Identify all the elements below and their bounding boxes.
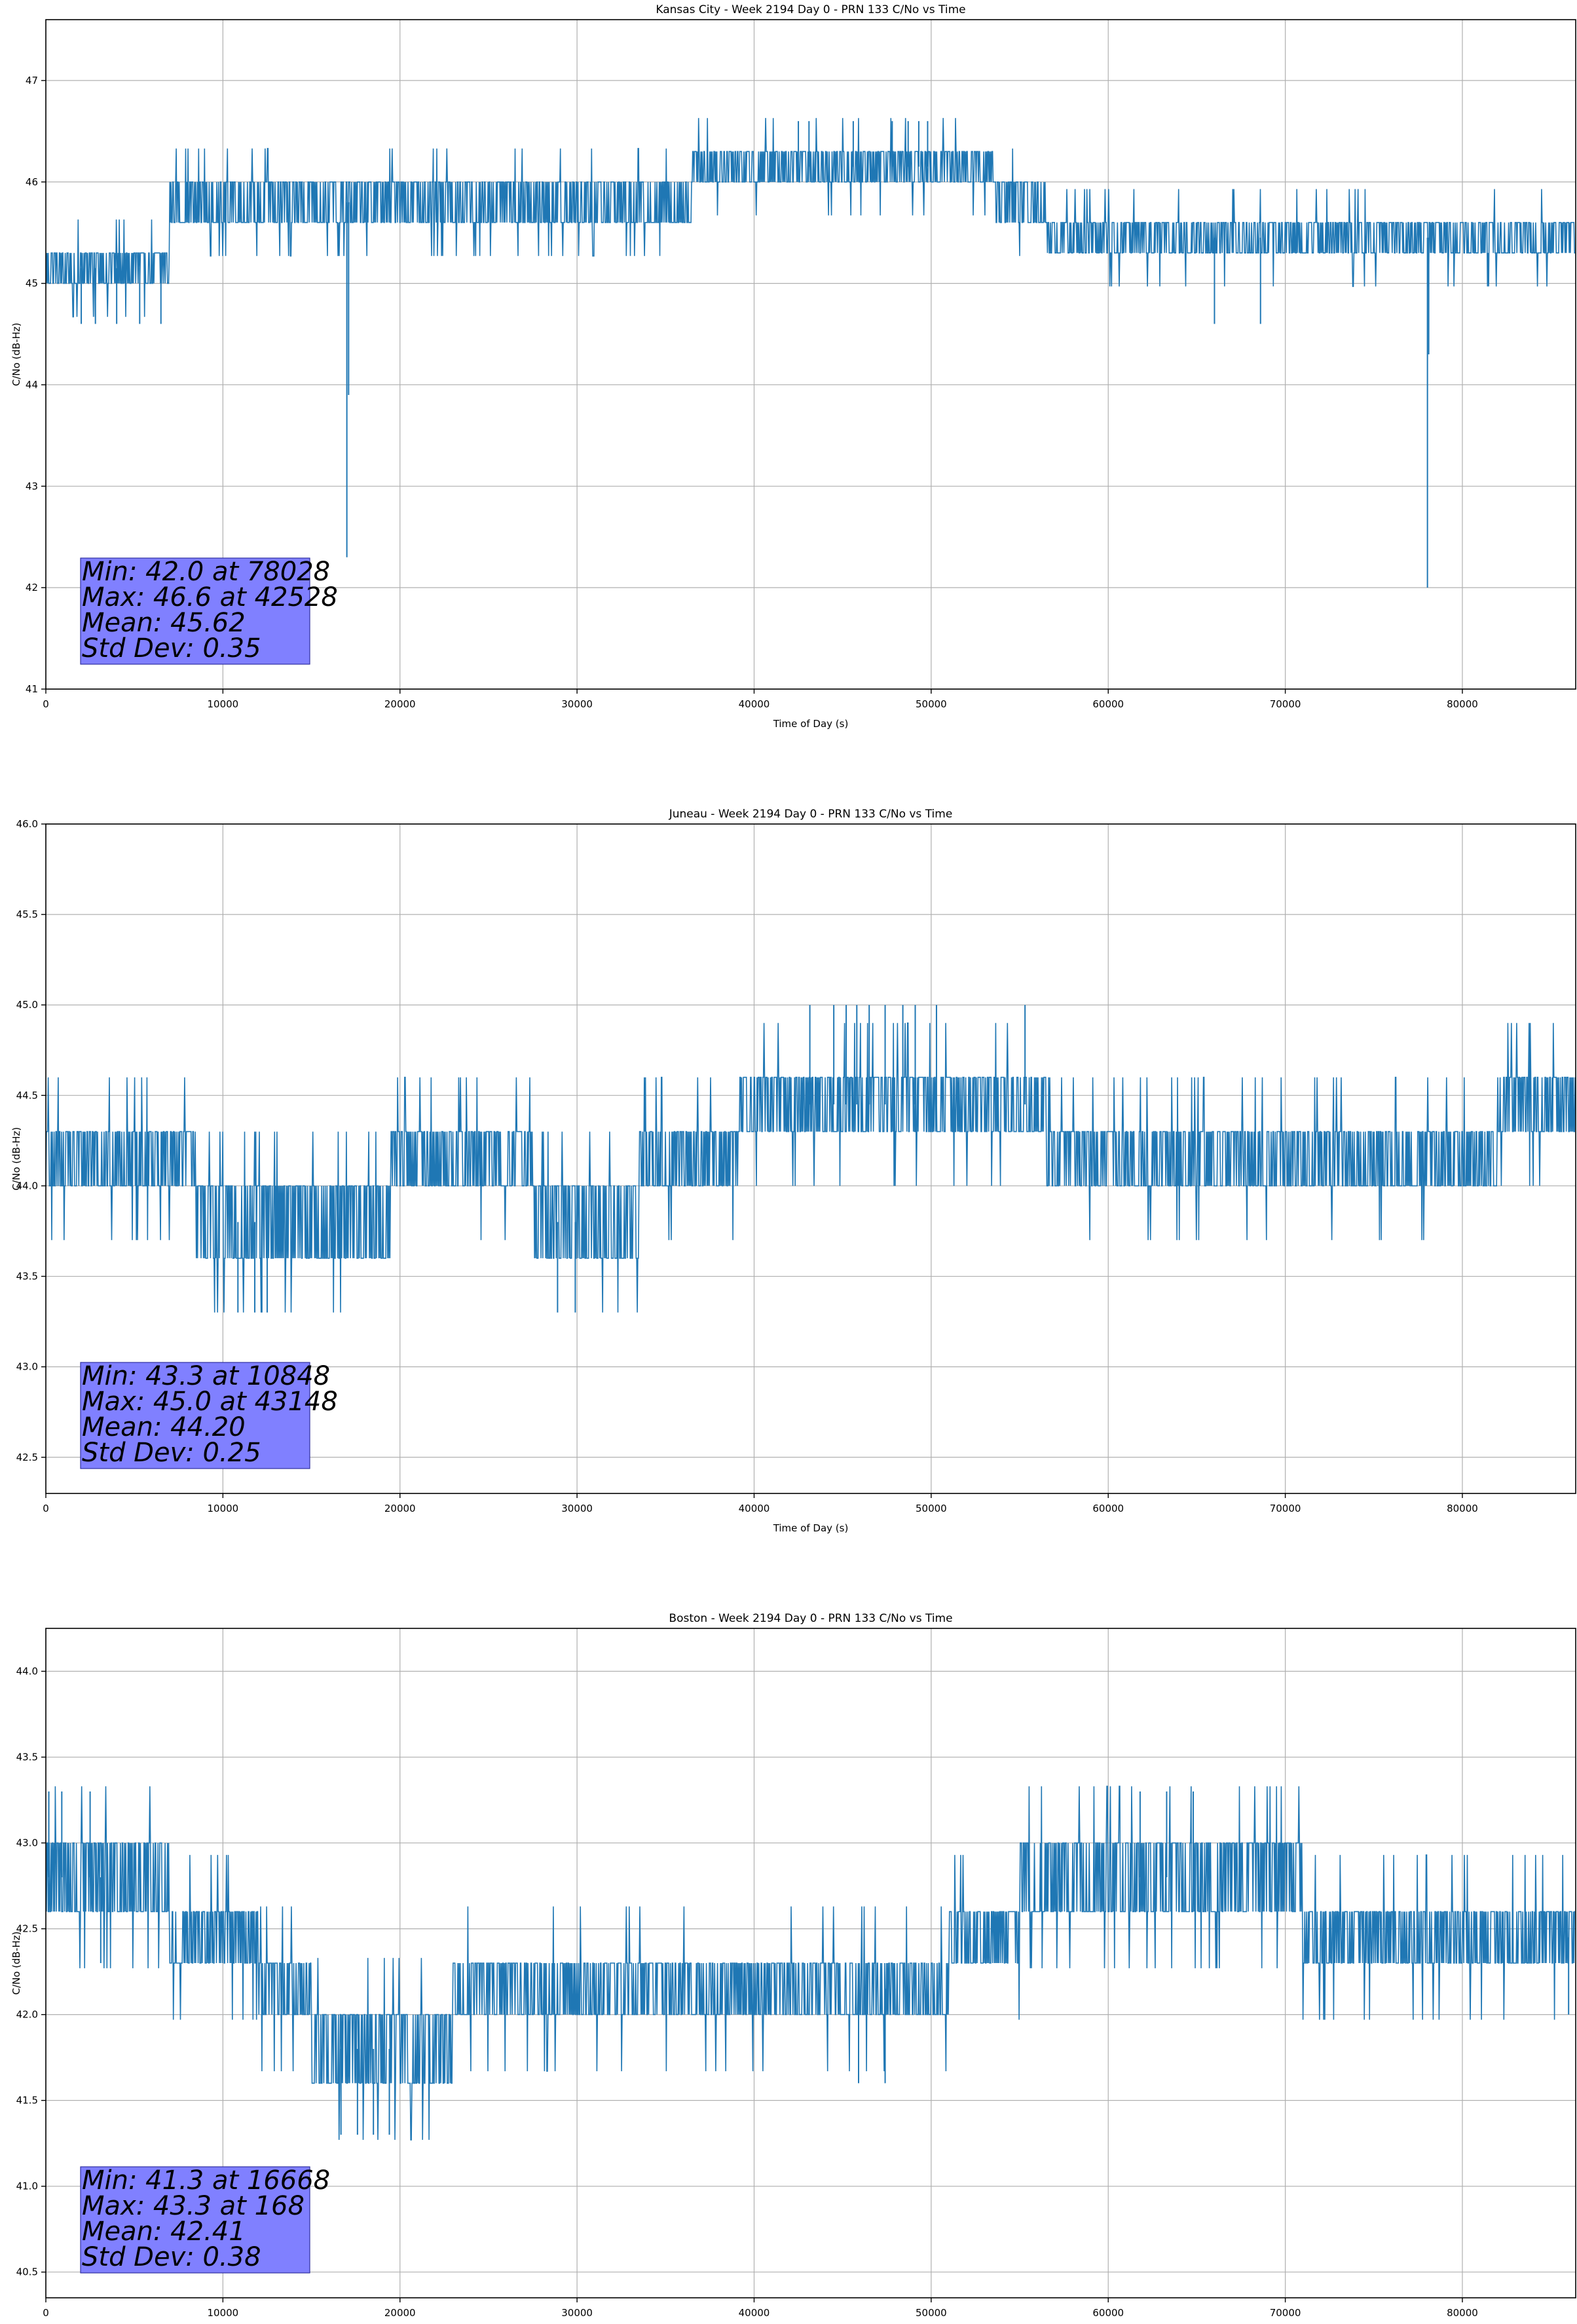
axes-frame: [45, 19, 1576, 690]
stats-line: Mean: 45.62: [82, 608, 246, 638]
stats-box: [80, 1362, 310, 1469]
x-tick-label: 30000: [561, 698, 593, 710]
x-tick-label: 30000: [561, 1503, 593, 1514]
stats-line: Max: 43.3 at 168: [82, 2191, 305, 2221]
subplot-1: 0 10000 20000 30000 40000 50000 60000 70000 8000…: [10, 808, 1576, 1534]
stats-line: Mean: 42.41: [82, 2217, 246, 2247]
x-tick-label: 80000: [1447, 698, 1478, 710]
y-tick-label: 43.0: [16, 1361, 38, 1373]
y-tick-label: 46.0: [16, 818, 38, 830]
stats-line: Std Dev: 0.25: [82, 1438, 261, 1468]
y-tick-label: 43.5: [16, 1752, 38, 1763]
x-axis-label: Time of Day (s): [773, 1522, 849, 1534]
y-tick-label: 42.5: [16, 1923, 38, 1935]
y-tick-label: 40.5: [16, 2266, 38, 2278]
x-tick-label: 20000: [384, 1503, 416, 1514]
stats-line: Max: 46.6 at 42528: [82, 582, 338, 612]
x-tick-label: 50000: [916, 2307, 947, 2319]
chart-title: Boston - Week 2194 Day 0 - PRN 133 C/No …: [669, 1612, 952, 1625]
x-tick-label: 70000: [1270, 698, 1301, 710]
x-axis-label: Time of Day (s): [773, 718, 849, 730]
chart-title: Juneau - Week 2194 Day 0 - PRN 133 C/No …: [669, 808, 953, 821]
x-tick-label: 40000: [739, 2307, 770, 2319]
y-tick-label: 45: [26, 278, 38, 290]
subplot-0: 0 10000 20000 30000 40000 50000 60000 70000 8000…: [10, 3, 1576, 730]
x-tick-label: 0: [43, 698, 49, 710]
y-axis-label: C/No (dB-Hz): [10, 1932, 22, 1995]
series-line: [46, 118, 1576, 318]
y-tick-label: 43: [26, 480, 38, 492]
y-tick-label: 44.0: [16, 1180, 38, 1191]
x-tick-label: 60000: [1092, 698, 1124, 710]
y-tick-label: 41.5: [16, 2095, 38, 2107]
stats-line: Max: 45.0 at 43148: [82, 1387, 338, 1417]
y-tick-label: 43.0: [16, 1837, 38, 1849]
subplot-2: 0 10000 20000 30000 40000 50000 60000 70000 8000…: [10, 1612, 1576, 2319]
x-tick-label: 40000: [739, 698, 770, 710]
stats-box: [80, 2166, 310, 2274]
y-tick-label: 42: [26, 582, 38, 593]
x-tick-label: 0: [43, 2307, 49, 2319]
stats-line: Std Dev: 0.35: [82, 633, 261, 664]
y-axis-label: C/No (dB-Hz): [10, 323, 22, 386]
stats-line: Min: 42.0 at 78028: [82, 557, 330, 587]
x-tick-label: 40000: [739, 1503, 770, 1514]
x-tick-label: 0: [43, 1503, 49, 1514]
x-tick-label: 10000: [208, 1503, 239, 1514]
x-tick-label: 50000: [916, 698, 947, 710]
stats-line: Min: 43.3 at 10848: [82, 1361, 330, 1391]
stats-line: Std Dev: 0.38: [82, 2242, 261, 2272]
y-axis-label: C/No (dB-Hz): [10, 1127, 22, 1191]
y-tick-label: 44: [26, 379, 38, 390]
stats-line: Min: 41.3 at 16668: [82, 2165, 330, 2196]
axes-frame: [45, 823, 1576, 1494]
series-line: [46, 1786, 1576, 2141]
stats-line: Mean: 44.20: [82, 1412, 246, 1442]
x-tick-label: 10000: [208, 2307, 239, 2319]
x-tick-label: 50000: [916, 1503, 947, 1514]
x-tick-label: 20000: [384, 698, 416, 710]
y-tick-label: 46: [26, 176, 38, 188]
x-tick-label: 30000: [561, 2307, 593, 2319]
y-tick-label: 45.0: [16, 999, 38, 1011]
y-tick-label: 42.5: [16, 1452, 38, 1463]
y-tick-label: 44.5: [16, 1089, 38, 1101]
stats-box: [80, 557, 310, 665]
x-tick-label: 70000: [1270, 1503, 1301, 1514]
x-tick-label: 10000: [208, 698, 239, 710]
x-tick-label: 60000: [1092, 1503, 1124, 1514]
y-tick-label: 43.5: [16, 1271, 38, 1283]
chart-title: Kansas City - Week 2194 Day 0 - PRN 133 …: [656, 3, 965, 16]
y-tick-label: 42.0: [16, 2009, 38, 2021]
x-tick-label: 80000: [1447, 1503, 1478, 1514]
x-tick-label: 80000: [1447, 2307, 1478, 2319]
y-tick-label: 41: [26, 683, 38, 695]
x-tick-label: 20000: [384, 2307, 416, 2319]
y-tick-label: 45.5: [16, 909, 38, 920]
y-tick-label: 44.0: [16, 1666, 38, 1677]
y-tick-label: 47: [26, 75, 38, 86]
x-tick-label: 70000: [1270, 2307, 1301, 2319]
axes-frame: [45, 1628, 1576, 2298]
y-tick-label: 41.0: [16, 2181, 38, 2192]
x-tick-label: 60000: [1092, 2307, 1124, 2319]
